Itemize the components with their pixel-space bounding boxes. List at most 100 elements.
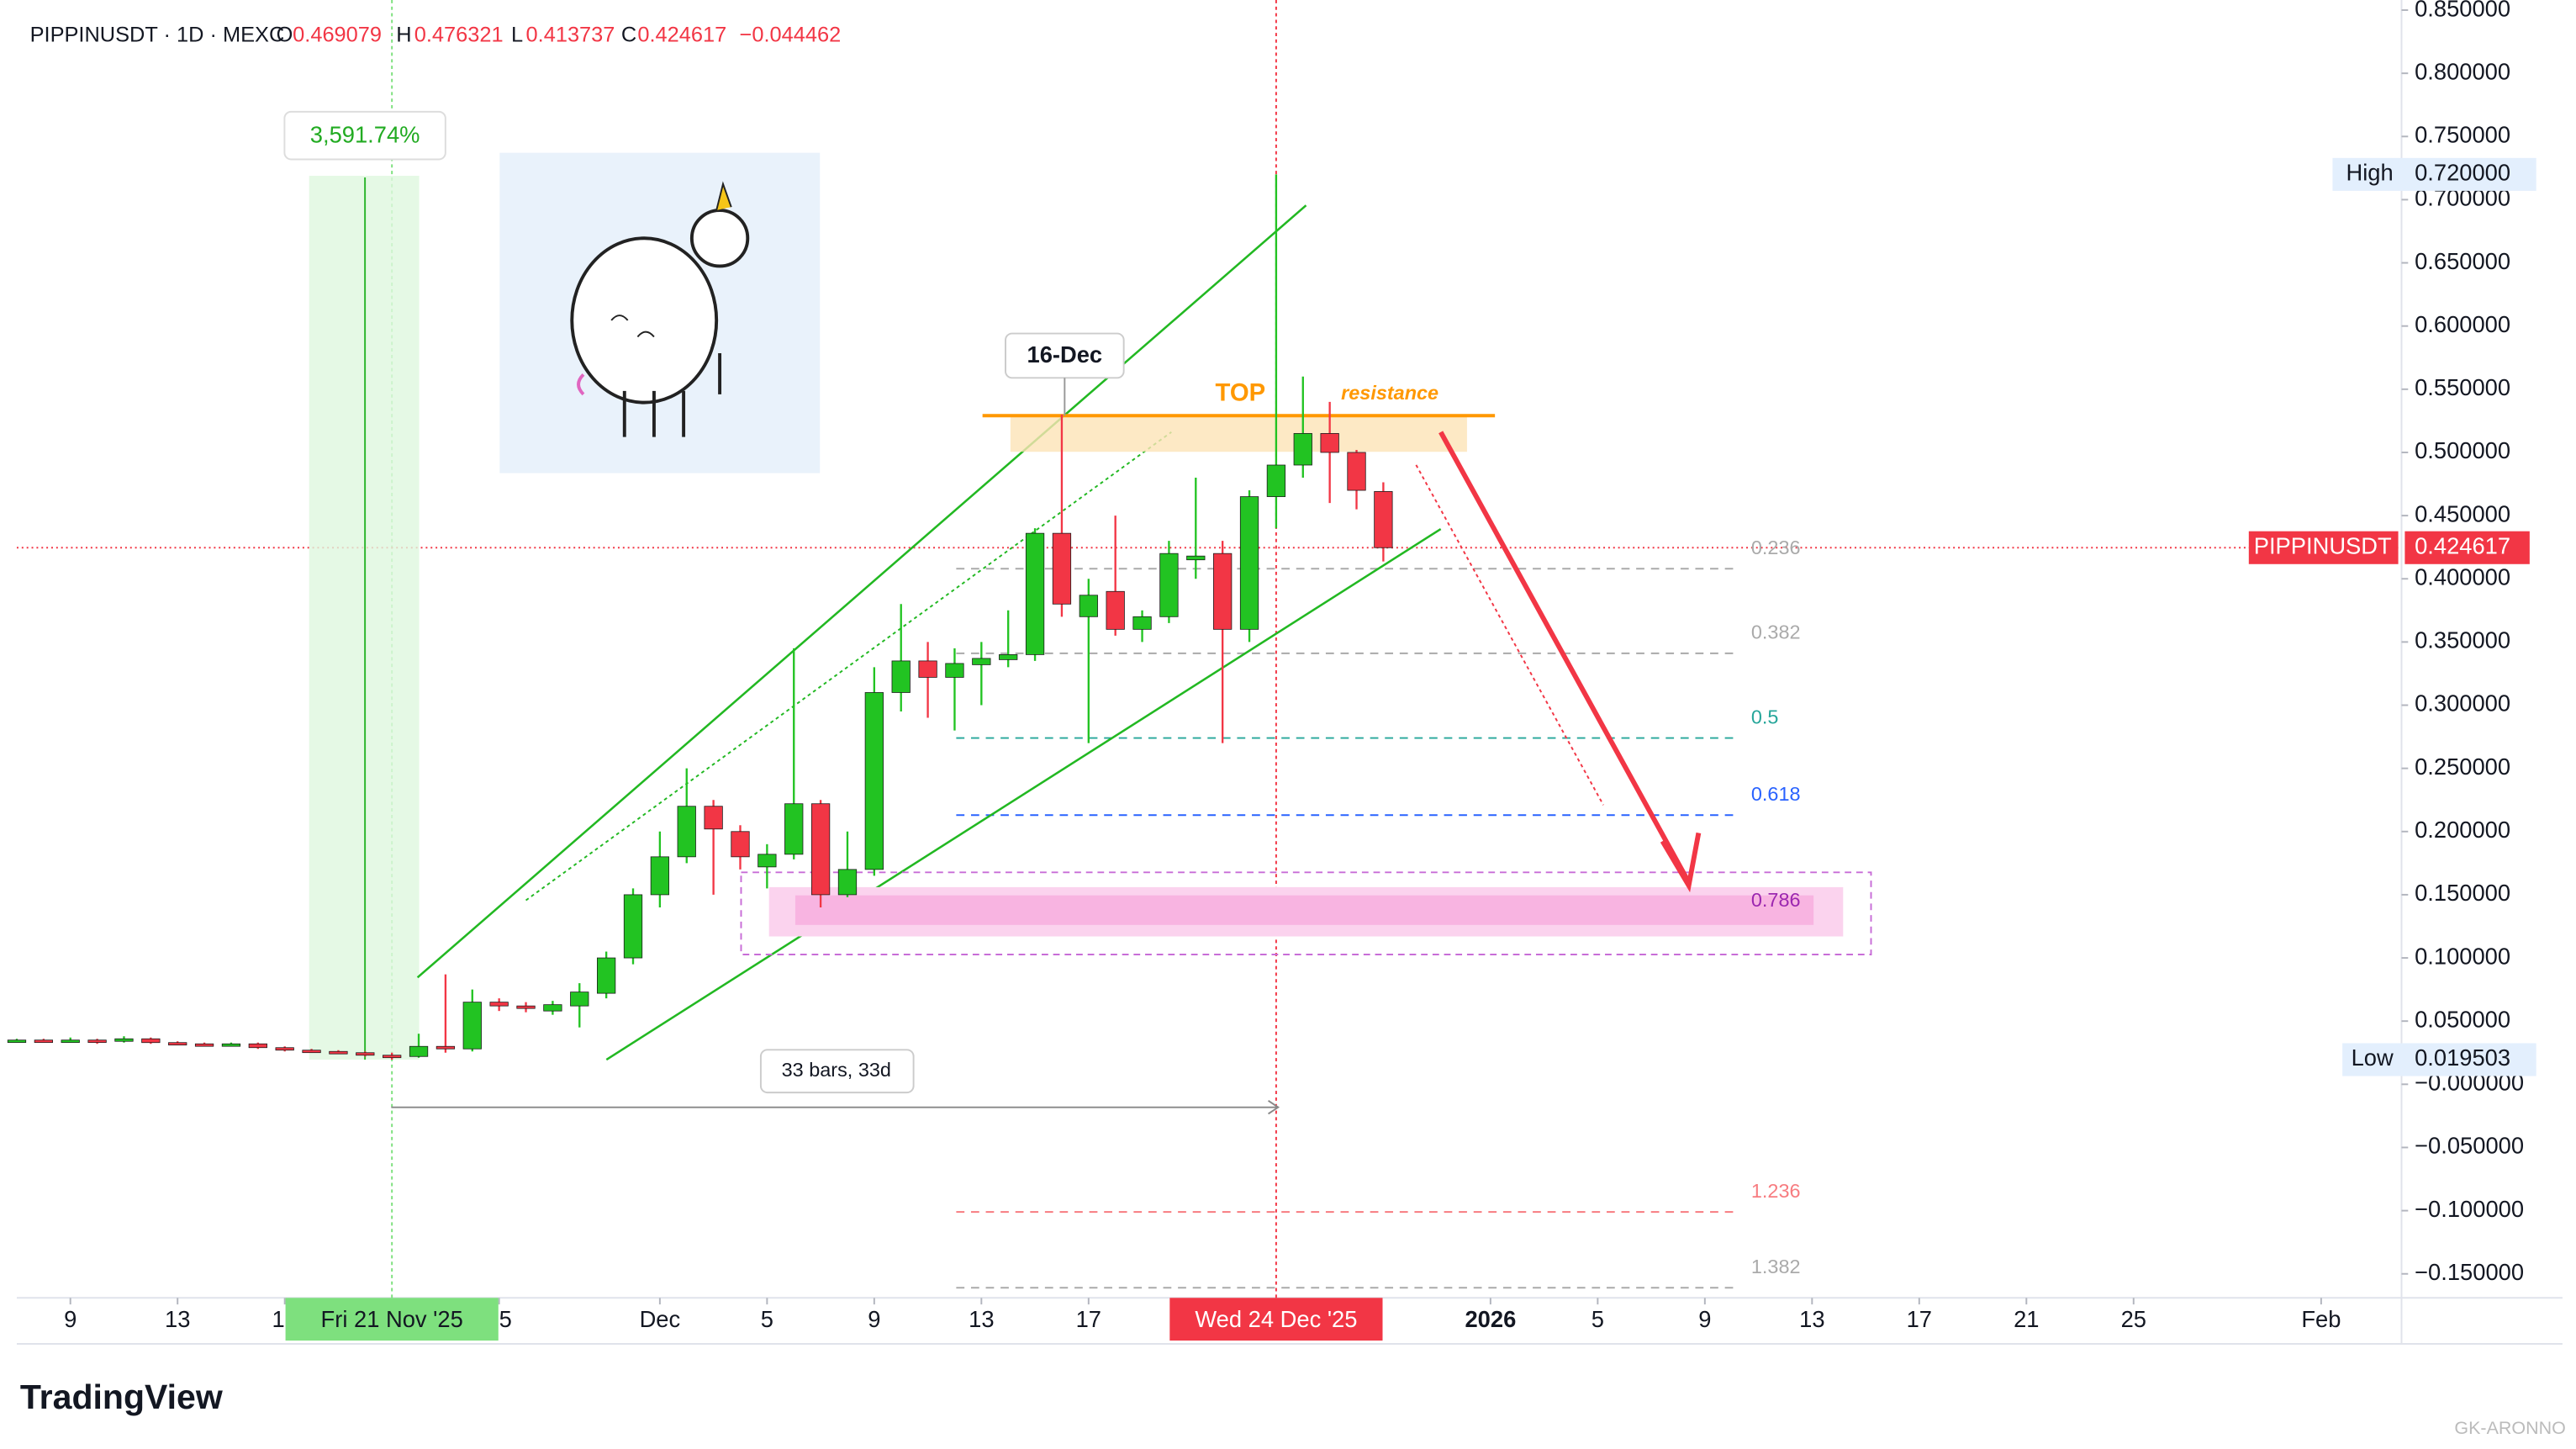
- candle-body: [1239, 496, 1259, 630]
- fib-label: 0.5: [1751, 706, 1779, 727]
- y-tick-label: −0.150000: [2415, 1259, 2524, 1285]
- x-tick-label: 9: [868, 1306, 880, 1332]
- fib-label: 0.236: [1751, 537, 1801, 558]
- fib-label: 1.382: [1751, 1256, 1801, 1277]
- candle-body: [1159, 553, 1179, 617]
- target-zone-outline: [740, 871, 1872, 955]
- high-marker-box: [2332, 157, 2536, 191]
- brand: TradingView: [20, 1378, 223, 1416]
- candle-body: [221, 1043, 241, 1047]
- candle-body: [597, 957, 616, 994]
- open-value: 0.469079: [293, 24, 382, 47]
- candle-body: [1025, 532, 1045, 655]
- candle-body: [516, 1005, 536, 1009]
- y-tick-label: 0.650000: [2415, 248, 2510, 274]
- candle-body: [623, 894, 643, 959]
- crosshair-label: Fri 21 Nov '25: [321, 1306, 463, 1332]
- target-zone-core: [794, 895, 1814, 925]
- candle-body: [7, 1039, 27, 1044]
- high-marker-label: High: [2346, 160, 2393, 186]
- candle-body: [168, 1042, 187, 1046]
- candle-body: [194, 1043, 214, 1047]
- candle-body: [383, 1055, 402, 1059]
- candle-body: [1320, 433, 1339, 453]
- y-tick-label: 0.550000: [2415, 374, 2510, 400]
- fib-label: 0.786: [1751, 889, 1801, 911]
- candle-body: [891, 660, 911, 693]
- channel-lower: [605, 527, 1442, 1061]
- x-tick-label: 9: [1698, 1306, 1711, 1332]
- candle-body: [489, 1002, 509, 1007]
- forecast-arrowhead: [1660, 832, 1702, 893]
- candle-body: [810, 803, 831, 896]
- y-tick-label: 0.150000: [2415, 880, 2510, 906]
- x-tick-label: 21: [2014, 1306, 2039, 1332]
- candle-body: [972, 658, 991, 665]
- bars-range-label: 33 bars, 33d: [782, 1059, 891, 1081]
- crosshair-label: Wed 24 Dec '25: [1195, 1306, 1357, 1332]
- close-letter: C: [621, 24, 636, 47]
- candle-body: [1186, 555, 1206, 561]
- x-tick-label: 2026: [1465, 1306, 1516, 1332]
- candle-body: [1052, 532, 1072, 605]
- candle-body: [650, 856, 670, 896]
- y-tick-label: 0.350000: [2415, 627, 2510, 653]
- fib-label: 0.382: [1751, 621, 1801, 643]
- x-tick-label: 5: [1592, 1306, 1604, 1332]
- x-tick-label: 9: [64, 1306, 77, 1332]
- candle-body: [570, 992, 589, 1007]
- peak-date-label: 16-Dec: [1027, 341, 1103, 368]
- candle-body: [1347, 452, 1366, 491]
- y-tick-label: 0.750000: [2415, 122, 2510, 148]
- gain-box: [283, 110, 446, 161]
- candle-body: [704, 806, 723, 830]
- resistance-label: resistance: [1341, 382, 1438, 404]
- candle-body: [543, 1004, 562, 1012]
- gain-label: 3,591.74%: [310, 121, 420, 147]
- resistance-zone: [1010, 415, 1467, 452]
- low-letter: L: [511, 24, 523, 47]
- x-tick-label: 13: [1799, 1306, 1824, 1332]
- x-tick-label: 17: [1907, 1306, 1932, 1332]
- y-tick-label: 0.200000: [2415, 817, 2510, 843]
- x-tick-label: Dec: [640, 1306, 681, 1332]
- candle-body: [462, 1002, 482, 1050]
- y-tick-label: 0.500000: [2415, 437, 2510, 463]
- illustration-eyes: [610, 315, 655, 338]
- x-tick-label: 13: [969, 1306, 994, 1332]
- candle-body: [1293, 433, 1312, 466]
- illustration-tail: [577, 373, 585, 396]
- last-price-value: 0.424617: [2415, 532, 2510, 558]
- candle-body: [1106, 590, 1125, 630]
- change-value: −0.044462: [740, 24, 842, 47]
- candle-body: [87, 1039, 107, 1044]
- symbol: PIPPINUSDT · 1D · MEXC: [30, 24, 285, 47]
- open-letter: O: [277, 24, 293, 47]
- candle-body: [435, 1045, 456, 1050]
- illustration-head: [689, 209, 750, 268]
- y-tick-label: −0.100000: [2415, 1196, 2524, 1222]
- candle-body: [356, 1052, 375, 1056]
- candle-body: [918, 660, 937, 678]
- channel-mid: [525, 431, 1172, 902]
- forecast-arrow: [1438, 431, 1692, 884]
- y-tick-label: 0.850000: [2415, 0, 2510, 21]
- candle-body: [34, 1039, 53, 1044]
- x-tick-label: 25: [2121, 1306, 2146, 1332]
- last-price-box: [2404, 531, 2530, 564]
- last-price-symbol: PIPPINUSDT: [2254, 532, 2392, 558]
- candle-body: [1266, 464, 1286, 497]
- y-tick-label: 0.300000: [2415, 690, 2510, 717]
- candle-body: [731, 831, 750, 858]
- x-tick-label: 13: [165, 1306, 190, 1332]
- candle-body: [302, 1050, 321, 1054]
- x-tick-label: 5: [761, 1306, 773, 1332]
- candle-body: [1132, 616, 1152, 630]
- watermark: GK-ARONNO: [2454, 1418, 2565, 1438]
- top-label: TOP: [1215, 379, 1265, 407]
- candle-body: [1213, 553, 1233, 630]
- bars-range-arrowhead: [1268, 1100, 1280, 1115]
- y-tick-label: 0.400000: [2415, 563, 2510, 590]
- candle-body: [837, 869, 858, 896]
- y-tick-label: 0.800000: [2415, 58, 2510, 84]
